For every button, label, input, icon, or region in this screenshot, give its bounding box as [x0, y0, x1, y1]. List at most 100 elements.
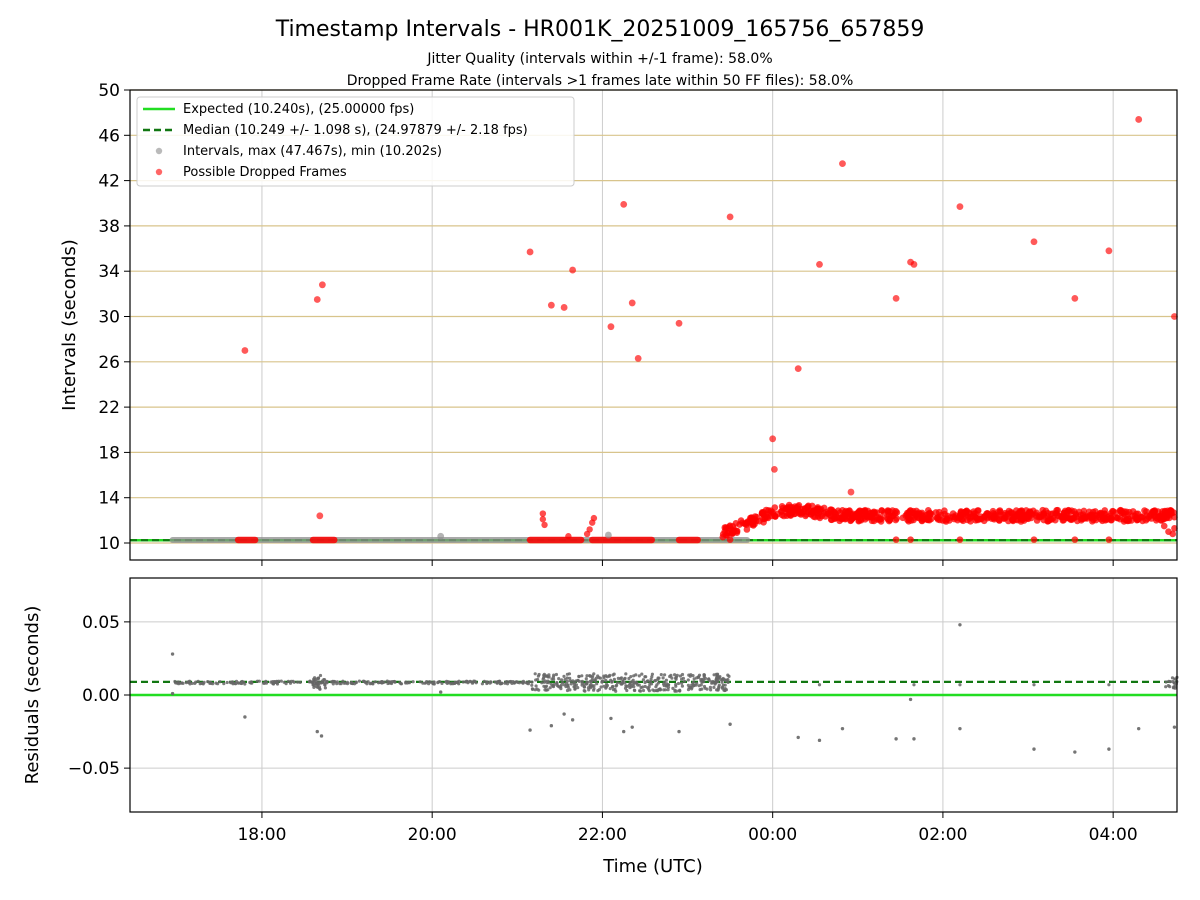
residual-point — [369, 681, 373, 685]
residual-point — [567, 672, 572, 676]
residual-point — [549, 724, 554, 728]
residual-point — [461, 680, 465, 684]
dropped-frame-point — [313, 296, 321, 303]
residual-point — [296, 680, 300, 684]
residual-point — [912, 683, 916, 687]
residual-point — [474, 681, 478, 685]
residual-point — [597, 688, 602, 692]
residual-point — [680, 681, 684, 685]
residual-point — [421, 681, 425, 685]
residual-point — [312, 685, 316, 690]
dropped-frame-point — [1047, 515, 1054, 523]
dropped-frame-point — [956, 203, 964, 211]
dropped-frame-point — [873, 509, 880, 516]
residual-point — [373, 680, 377, 684]
residual-point — [551, 675, 556, 679]
residual-point — [317, 682, 321, 686]
residual-point — [664, 678, 669, 682]
residual-point — [687, 685, 691, 690]
residual-point — [663, 688, 668, 692]
residual-point — [644, 675, 648, 679]
dropped-frame-point — [1018, 515, 1025, 522]
residual-point — [582, 685, 586, 689]
residual-point — [666, 685, 671, 689]
chart-subtitle-jitter: Jitter Quality (intervals within +/-1 fr… — [426, 51, 772, 67]
residual-point — [1164, 685, 1168, 689]
residual-point — [609, 716, 613, 721]
residual-point — [440, 681, 444, 686]
residual-point — [292, 680, 296, 684]
dropped-frame-point — [526, 248, 534, 256]
dropped-frame-point — [816, 506, 824, 514]
residual-point — [666, 688, 670, 692]
dropped-frame-point — [1026, 508, 1034, 516]
residual-point — [666, 683, 671, 687]
residual-point — [623, 676, 627, 681]
residual-point — [724, 688, 729, 692]
dropped-frame-point — [935, 508, 943, 516]
residual-point — [282, 680, 286, 684]
dropped-frame-point — [1030, 238, 1038, 246]
dropped-frame-point — [1108, 516, 1115, 524]
dropped-frame-point — [856, 507, 864, 514]
dropped-frame-point — [1118, 509, 1125, 517]
dropped-frame-point — [318, 281, 326, 289]
residual-point — [582, 689, 586, 693]
residual-point — [632, 685, 636, 689]
dropped-frame-point — [539, 516, 547, 523]
residual-point — [662, 682, 666, 686]
residual-point — [275, 680, 279, 684]
residual-point — [507, 680, 511, 684]
dropped-frame-point — [810, 507, 818, 514]
residual-point — [682, 679, 687, 683]
residual-point — [361, 679, 365, 683]
x-tick-label: 04:00 — [1089, 825, 1138, 845]
residual-point — [438, 690, 443, 694]
intervals-y-tick-label: 38 — [98, 217, 120, 237]
dropped-frame-point — [918, 511, 925, 518]
residual-point — [625, 684, 629, 689]
residual-point — [592, 684, 596, 688]
dropped-frame-point — [763, 514, 771, 521]
residual-point — [708, 685, 713, 690]
residual-point — [599, 685, 603, 689]
residual-point — [186, 680, 190, 684]
residual-point — [554, 672, 559, 677]
dropped-frame-point — [831, 515, 838, 523]
residual-point — [255, 679, 259, 683]
residual-point — [673, 689, 677, 693]
residual-point — [726, 673, 730, 677]
legend-intervals-label: Intervals, max (47.467s), min (10.202s) — [183, 144, 442, 159]
residual-point — [548, 686, 552, 690]
residual-point — [632, 674, 636, 678]
residual-point — [720, 680, 724, 684]
dropped-frame-point — [941, 510, 948, 518]
residual-point — [318, 673, 323, 678]
dropped-frame-point — [1168, 510, 1175, 517]
residual-point — [650, 675, 654, 679]
residual-point — [699, 677, 703, 682]
dropped-frame-point — [728, 529, 736, 537]
residual-point — [562, 674, 566, 679]
residual-point — [398, 681, 402, 685]
residual-point — [568, 679, 573, 683]
residual-point — [211, 682, 215, 686]
residual-point — [721, 683, 725, 687]
dropped-frame-point — [565, 533, 572, 540]
dropped-frame-point — [1143, 512, 1151, 519]
residual-point — [319, 734, 324, 738]
residual-point — [298, 680, 302, 685]
residual-point — [695, 676, 699, 680]
residual-point — [546, 681, 551, 685]
residual-point — [565, 688, 570, 693]
residual-point — [612, 672, 616, 676]
residual-point — [659, 673, 663, 677]
residual-point — [380, 681, 384, 685]
residual-point — [1032, 747, 1036, 751]
residual-point — [405, 681, 409, 685]
residual-point — [655, 683, 659, 687]
residual-point — [537, 672, 541, 677]
residual-point — [610, 680, 614, 684]
residual-point — [552, 677, 556, 681]
dropped-frame-point — [1109, 507, 1116, 515]
